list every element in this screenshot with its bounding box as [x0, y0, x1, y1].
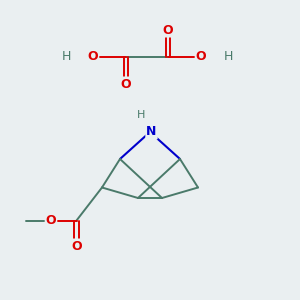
Text: N: N	[146, 125, 157, 139]
Text: O: O	[71, 239, 82, 253]
Text: H: H	[61, 50, 71, 64]
Text: O: O	[163, 23, 173, 37]
Text: H: H	[223, 50, 233, 64]
Text: O: O	[196, 50, 206, 64]
Text: O: O	[88, 50, 98, 64]
Text: O: O	[46, 214, 56, 227]
Text: O: O	[121, 77, 131, 91]
Text: H: H	[137, 110, 145, 121]
